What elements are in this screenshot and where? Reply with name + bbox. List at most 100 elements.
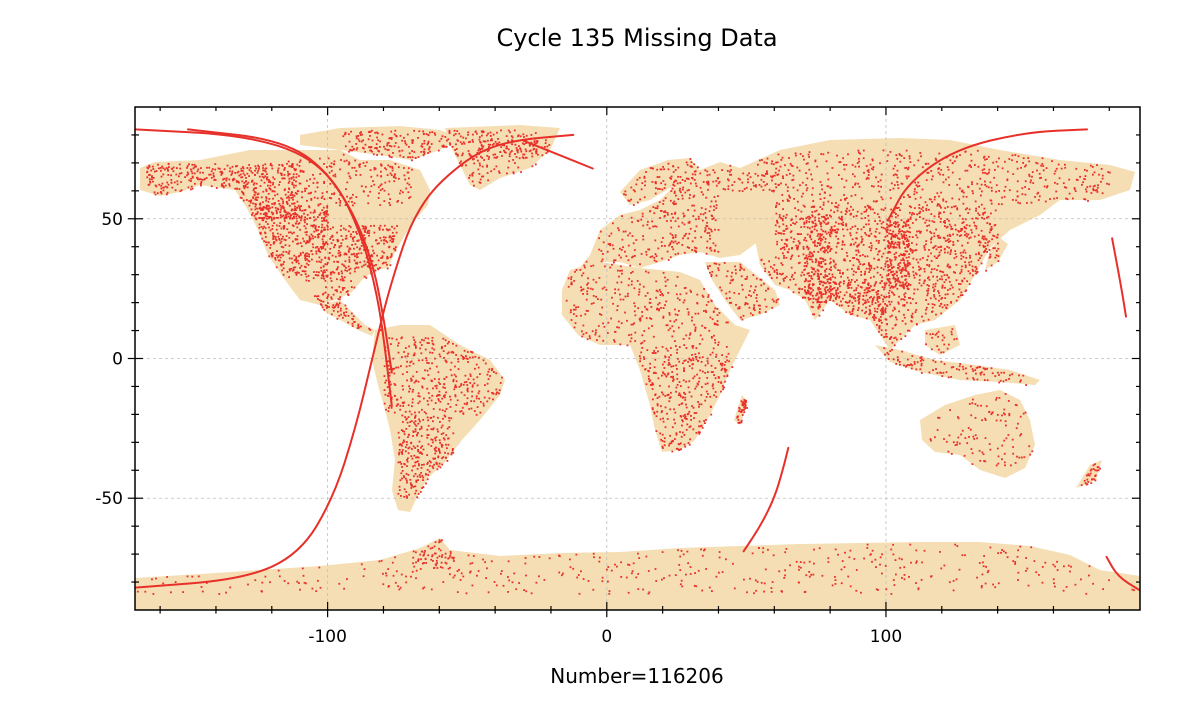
missing-data-point (989, 255, 992, 258)
missing-data-point (285, 211, 288, 214)
missing-data-point (465, 403, 468, 406)
missing-data-point (647, 220, 649, 223)
missing-data-point (358, 166, 361, 168)
missing-data-point (389, 172, 392, 175)
missing-data-point (524, 139, 527, 141)
missing-data-point (619, 265, 622, 268)
missing-data-point (427, 142, 429, 144)
missing-data-point (915, 218, 917, 221)
missing-data-point (294, 222, 297, 225)
missing-data-point (463, 402, 466, 405)
missing-data-point (282, 214, 285, 217)
missing-data-point (742, 314, 745, 317)
missing-data-point (613, 261, 615, 264)
missing-data-point (897, 301, 900, 304)
missing-data-point (432, 387, 434, 390)
missing-data-point (314, 236, 317, 238)
missing-data-point (754, 289, 756, 292)
missing-data-point (796, 248, 799, 251)
missing-data-point (431, 347, 434, 350)
missing-data-point (270, 216, 273, 219)
missing-data-point (944, 240, 947, 242)
missing-data-point (544, 142, 547, 144)
missing-data-point (381, 256, 384, 259)
missing-data-point (358, 140, 361, 143)
missing-data-point (631, 221, 633, 224)
missing-data-point (630, 198, 632, 201)
missing-data-point (965, 289, 968, 292)
missing-data-point (906, 285, 908, 287)
missing-data-point (689, 332, 692, 335)
missing-data-point (759, 304, 761, 307)
missing-data-point (797, 240, 800, 242)
missing-data-point (260, 217, 263, 219)
missing-data-point (460, 354, 463, 357)
missing-data-point (379, 146, 381, 148)
missing-data-point (299, 159, 302, 162)
missing-data-point (940, 217, 942, 220)
missing-data-point (435, 436, 438, 439)
missing-data-point (447, 403, 450, 405)
missing-data-point (390, 145, 393, 148)
missing-data-point (780, 248, 782, 250)
missing-data-point (964, 251, 967, 254)
missing-data-point (783, 246, 786, 249)
missing-data-point (522, 142, 524, 145)
missing-data-point (243, 182, 246, 184)
missing-data-point (674, 234, 677, 237)
missing-data-point (672, 216, 674, 219)
missing-data-point (961, 218, 964, 220)
missing-data-point (371, 245, 374, 248)
missing-data-point (153, 191, 156, 194)
missing-data-point (928, 285, 930, 287)
missing-data-point (442, 350, 445, 352)
missing-data-point (257, 164, 259, 167)
missing-data-point (771, 179, 773, 182)
missing-data-point (958, 230, 960, 233)
missing-data-point (699, 213, 702, 216)
missing-data-point (360, 231, 363, 234)
missing-data-point (477, 168, 480, 171)
missing-data-point (146, 170, 149, 173)
missing-data-point (575, 315, 578, 317)
missing-data-point (359, 132, 361, 135)
missing-data-point (960, 234, 963, 237)
missing-data-point (415, 456, 417, 459)
missing-data-point (453, 134, 455, 137)
missing-data-point (994, 247, 996, 250)
missing-data-point (414, 423, 417, 426)
missing-data-point (842, 228, 844, 231)
missing-data-point (716, 308, 719, 310)
missing-data-point (477, 366, 480, 369)
missing-data-point (257, 196, 259, 199)
missing-data-point (282, 202, 284, 205)
missing-data-point (419, 476, 422, 478)
missing-data-point (848, 301, 851, 304)
missing-data-point (737, 177, 740, 180)
missing-data-point (189, 188, 192, 191)
missing-data-point (939, 221, 942, 223)
missing-data-point (548, 144, 551, 146)
missing-data-point (676, 368, 678, 370)
missing-data-point (888, 294, 891, 297)
missing-data-point (704, 212, 707, 214)
missing-data-point (344, 314, 347, 317)
missing-data-point (322, 242, 324, 245)
missing-data-point (393, 180, 396, 183)
missing-data-point (443, 383, 446, 385)
missing-data-point (279, 172, 282, 175)
missing-data-point (340, 244, 343, 247)
missing-data-point (688, 443, 691, 446)
missing-data-point (940, 275, 943, 278)
missing-data-point (355, 137, 358, 140)
missing-data-point (857, 249, 859, 252)
missing-data-point (841, 272, 844, 275)
missing-data-point (960, 268, 963, 271)
missing-data-point (661, 445, 664, 448)
missing-data-point (303, 270, 306, 273)
missing-data-point (674, 422, 676, 425)
missing-data-point (895, 216, 897, 219)
missing-data-point (790, 230, 793, 233)
missing-data-point (915, 273, 918, 276)
missing-data-point (410, 377, 412, 380)
